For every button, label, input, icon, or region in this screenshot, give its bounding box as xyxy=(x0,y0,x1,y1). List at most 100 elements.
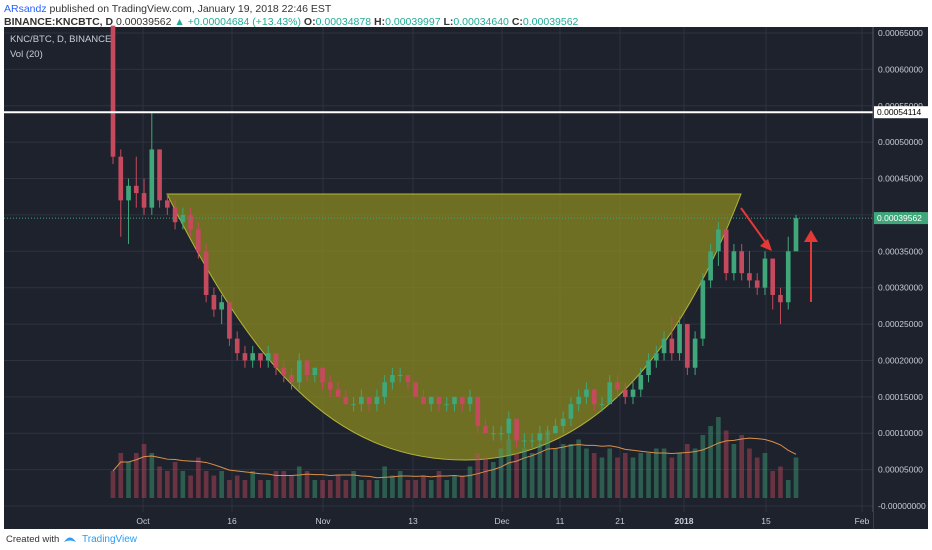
candle-body xyxy=(475,396,481,426)
volume-bar xyxy=(762,453,768,498)
candle-body xyxy=(607,382,613,405)
author-link[interactable]: ARsandz xyxy=(4,3,47,15)
candle-body xyxy=(459,396,465,405)
candle-body xyxy=(576,396,582,405)
legend-volume: Vol (20) xyxy=(10,49,43,60)
footer-brand[interactable]: TradingView xyxy=(82,534,138,545)
candle-body xyxy=(716,229,721,252)
volume-bar xyxy=(312,480,318,498)
volume-bar xyxy=(591,453,597,498)
volume-bar xyxy=(522,448,527,498)
volume-bar xyxy=(366,480,372,498)
volume-bar xyxy=(390,475,395,498)
current-price-label: 0.00039562 xyxy=(877,213,922,223)
volume-bar xyxy=(258,480,263,498)
candle-body xyxy=(296,360,302,383)
volume-bar xyxy=(785,480,791,498)
arrow-down-icon xyxy=(760,239,772,251)
arrow-down-shaft xyxy=(740,207,770,248)
volume-bar xyxy=(622,453,628,498)
volume-bar xyxy=(157,466,162,498)
volume-bar xyxy=(669,457,675,498)
volume-bar xyxy=(483,457,488,498)
volume-bar xyxy=(584,448,589,498)
candle-body xyxy=(273,353,279,368)
up-triangle-icon: ▲ xyxy=(174,16,185,28)
volume-bar xyxy=(405,480,411,498)
candle-body xyxy=(250,353,256,361)
arrow-up-icon xyxy=(804,230,818,242)
candle-body xyxy=(630,389,636,397)
low-value: 0.00034640 xyxy=(453,16,509,28)
candle-body xyxy=(762,258,768,288)
candle-body xyxy=(327,382,333,390)
volume-bar xyxy=(475,453,481,498)
x-tick-label: 21 xyxy=(615,516,625,526)
candle-body xyxy=(265,353,271,361)
volume-bar xyxy=(638,453,644,498)
x-tick-label: Dec xyxy=(494,516,510,526)
volume-bar xyxy=(646,453,651,498)
volume-bar xyxy=(467,466,473,498)
volume-bar xyxy=(576,439,582,498)
candle-body xyxy=(467,396,473,405)
candle-body xyxy=(553,425,558,434)
candle-body xyxy=(413,382,419,397)
candle-body xyxy=(133,185,139,194)
volume-ma-line xyxy=(112,437,797,479)
candle-body xyxy=(560,418,566,426)
candle-body xyxy=(537,433,543,441)
volume-bar xyxy=(545,430,550,498)
volume-bar xyxy=(599,457,605,498)
candle-body xyxy=(234,338,240,354)
candle-body xyxy=(242,353,248,361)
candle-body xyxy=(770,258,776,295)
volume-bar xyxy=(382,466,387,498)
candle-body xyxy=(304,360,310,376)
candle-body xyxy=(211,294,217,310)
volume-bar xyxy=(149,453,155,498)
candle-body xyxy=(227,302,232,339)
candle-body xyxy=(677,324,682,354)
volume-bar xyxy=(188,475,193,498)
volume-bar xyxy=(110,471,116,498)
candle-body xyxy=(723,229,729,274)
candle-body xyxy=(700,280,706,339)
candle-body xyxy=(258,353,263,361)
y-tick-label: 0.00050000 xyxy=(878,137,923,147)
time-scale[interactable] xyxy=(106,512,873,529)
volume-bar xyxy=(661,448,667,498)
volume-bar xyxy=(514,453,519,498)
x-tick-label: Nov xyxy=(315,516,331,526)
volume-bar xyxy=(607,448,613,498)
volume-bar xyxy=(304,471,310,498)
candle-body xyxy=(289,375,294,383)
candle-body xyxy=(778,294,783,303)
footer-bar xyxy=(0,529,932,550)
candle-body xyxy=(498,433,504,435)
volume-bar xyxy=(747,448,752,498)
candle-body xyxy=(421,396,426,405)
x-tick-label: 13 xyxy=(408,516,418,526)
volume-bar xyxy=(452,475,457,498)
candle-body xyxy=(126,185,131,201)
candle-body xyxy=(615,382,620,390)
y-tick-label: 0.00005000 xyxy=(878,465,923,475)
volume-bar xyxy=(739,435,744,498)
volume-bar xyxy=(273,471,279,498)
volume-bar xyxy=(778,466,783,498)
volume-bar xyxy=(708,426,713,498)
candle-body xyxy=(638,375,644,390)
candle-body xyxy=(165,200,170,208)
candle-body xyxy=(436,396,442,405)
high-label: H: xyxy=(374,16,386,28)
y-tick-label: 0.00020000 xyxy=(878,355,923,365)
candle-body xyxy=(118,156,124,201)
last-price: 0.00039562 xyxy=(116,16,172,28)
y-tick-label: 0.00015000 xyxy=(878,392,923,402)
candle-body xyxy=(568,404,574,419)
candle-body xyxy=(312,367,318,376)
volume-bar xyxy=(196,457,201,498)
candle-body xyxy=(141,193,147,208)
